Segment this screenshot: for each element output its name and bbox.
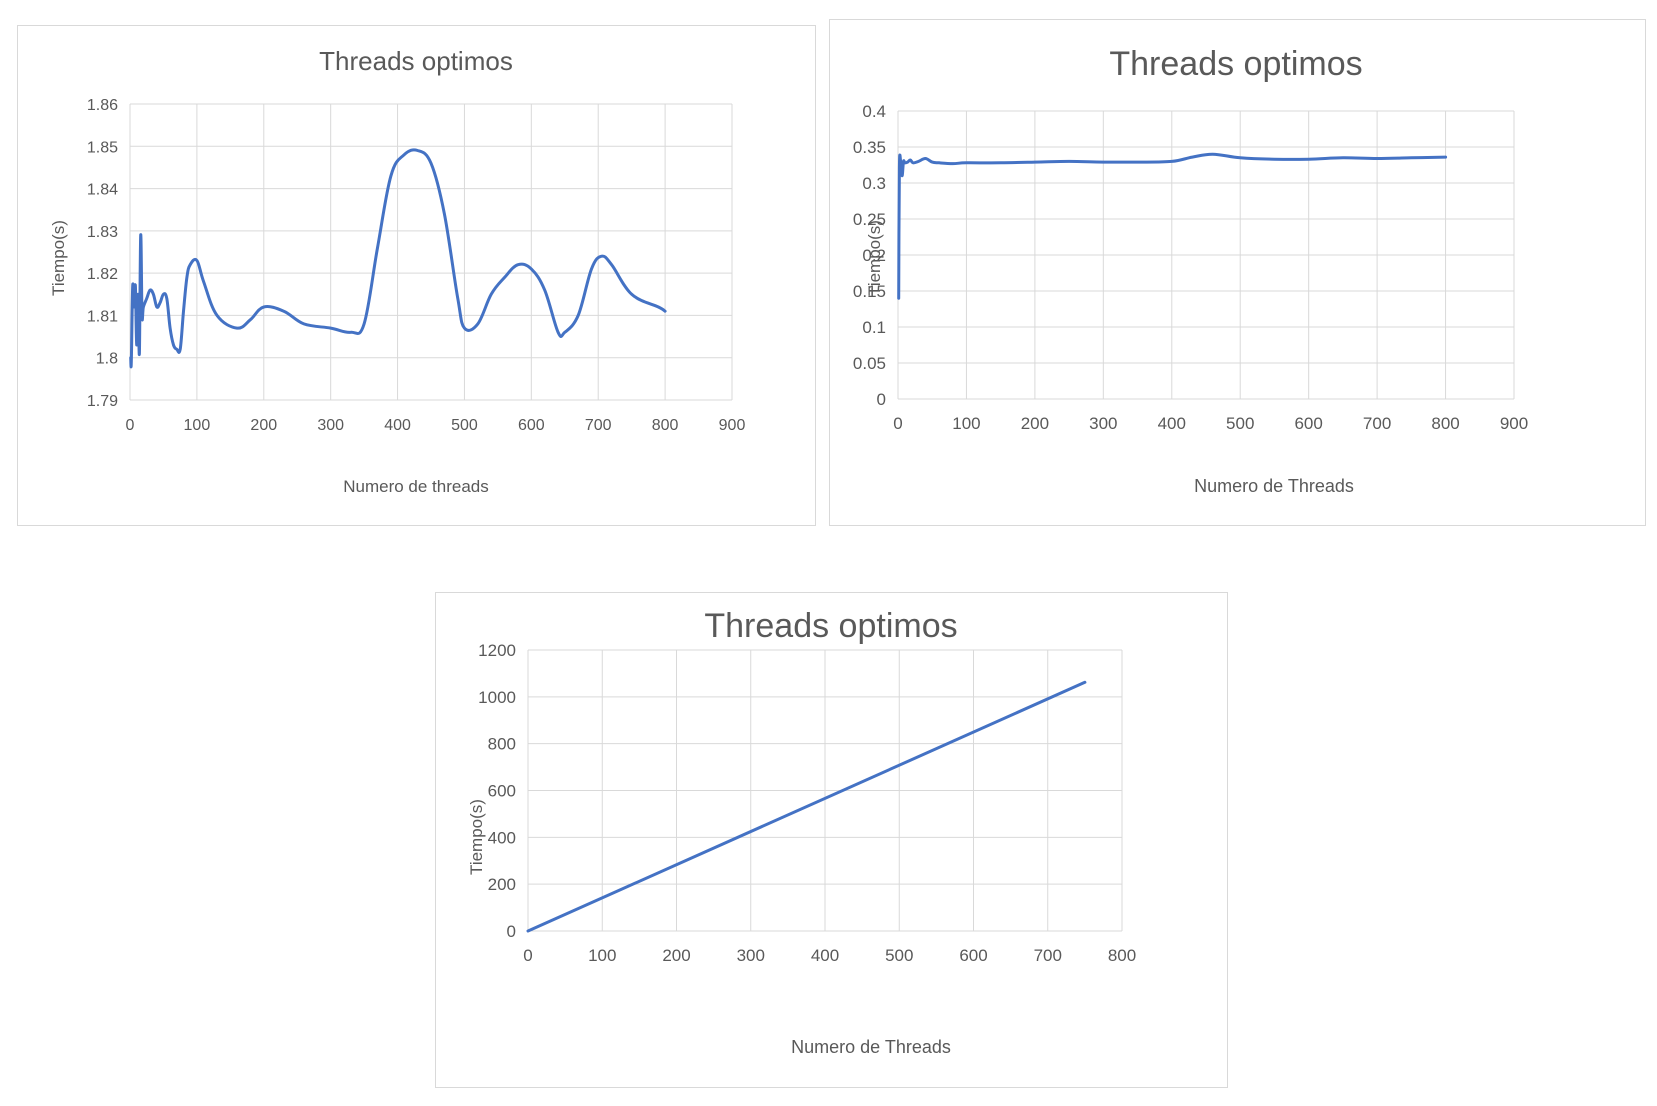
x-tick-label: 900 [719, 417, 746, 434]
x-tick-label: 100 [588, 946, 616, 965]
x-tick-label: 200 [250, 417, 277, 434]
y-tick-label: 1200 [478, 641, 516, 660]
x-tick-label: 900 [1500, 414, 1528, 433]
y-tick-label: 1.8 [96, 351, 118, 368]
y-tick-label: 0.3 [862, 174, 886, 193]
y-tick-label: 200 [488, 875, 516, 894]
x-tick-label: 700 [1034, 946, 1062, 965]
y-axis-label: Tiempo(s) [49, 220, 68, 296]
x-tick-label: 600 [959, 946, 987, 965]
x-tick-label: 600 [1294, 414, 1322, 433]
x-tick-label: 400 [811, 946, 839, 965]
x-axis-label: Numero de threads [343, 477, 489, 496]
x-tick-label: 400 [1158, 414, 1186, 433]
series-line [897, 152, 1448, 300]
chart-3-svg: 0 100 200 300 400 500 600 700 800 0 200 400 600 800 10… [467, 607, 1136, 1057]
x-tick-label: 100 [952, 414, 980, 433]
chart-threads-optimos-3: 0 100 200 300 400 500 600 700 800 0 200 400 600 800 10… [435, 592, 1228, 1088]
x-tick-label: 500 [451, 417, 478, 434]
chart-1-svg: 0 100 200 300 400 500 600 700 800 900 1.79 1.8 1.81 1… [49, 46, 746, 496]
chart-threads-optimos-1: 0 100 200 300 400 500 600 700 800 900 1.79 1.8 1.81 1… [17, 25, 816, 526]
y-tick-label: 0.25 [853, 210, 886, 229]
y-tick-label: 1.85 [87, 139, 118, 156]
y-tick-label: 0.1 [862, 318, 886, 337]
series-line [526, 680, 1087, 933]
series-line [129, 148, 667, 369]
y-tick-label: 1.86 [87, 97, 118, 114]
y-tick-label: 1.83 [87, 224, 118, 241]
grid [129, 103, 733, 401]
x-axis-label: Numero de Threads [791, 1037, 951, 1057]
series-layer [129, 148, 667, 369]
x-tick-label: 300 [317, 417, 344, 434]
x-tick-label: 0 [126, 417, 135, 434]
y-tick-label: 400 [488, 828, 516, 847]
y-tick-label: 800 [488, 735, 516, 754]
grid [527, 649, 1123, 932]
x-tick-label: 400 [384, 417, 411, 434]
y-tick-label: 0.15 [853, 282, 886, 301]
chart-title: Threads optimos [1109, 45, 1362, 83]
x-tick-label: 700 [585, 417, 612, 434]
x-tick-label: 300 [737, 946, 765, 965]
y-tick-label: 0.35 [853, 138, 886, 157]
y-tick-label: 0.4 [862, 102, 886, 121]
x-tick-label: 0 [523, 946, 532, 965]
y-tick-label: 1000 [478, 688, 516, 707]
chart-title: Threads optimos [704, 607, 957, 645]
y-tick-label: 0.2 [862, 246, 886, 265]
y-tick-label: 0 [877, 390, 886, 409]
x-axis-label: Numero de Threads [1194, 476, 1354, 496]
y-tick-label: 1.84 [87, 182, 118, 199]
series-layer [897, 152, 1448, 300]
y-tick-label: 1.79 [87, 393, 118, 410]
tick-labels: 0 100 200 300 400 500 600 700 800 900 0 0.05 0.1 0.15… [853, 102, 1528, 433]
y-tick-label: 1.81 [87, 308, 118, 325]
x-tick-label: 800 [1431, 414, 1459, 433]
chart-2-svg: 0 100 200 300 400 500 600 700 800 900 0 0.05 0.1 0.15… [853, 45, 1528, 496]
tick-labels: 0 100 200 300 400 500 600 700 800 900 1.79 1.8 1.81 1… [87, 97, 746, 434]
chart-title: Threads optimos [319, 46, 513, 76]
x-tick-label: 200 [1021, 414, 1049, 433]
y-tick-label: 0.05 [853, 354, 886, 373]
x-tick-label: 0 [893, 414, 902, 433]
y-tick-label: 600 [488, 782, 516, 801]
y-axis-label: Tiempo(s) [467, 799, 486, 875]
x-tick-label: 200 [662, 946, 690, 965]
y-tick-label: 1.82 [87, 266, 118, 283]
series-layer [526, 680, 1087, 933]
x-tick-label: 300 [1089, 414, 1117, 433]
x-tick-label: 800 [1108, 946, 1136, 965]
x-tick-label: 800 [652, 417, 679, 434]
y-tick-label: 0 [507, 922, 516, 941]
x-tick-label: 500 [885, 946, 913, 965]
x-tick-label: 700 [1363, 414, 1391, 433]
x-tick-label: 500 [1226, 414, 1254, 433]
chart-threads-optimos-2: 0 100 200 300 400 500 600 700 800 900 0 0.05 0.1 0.15… [829, 19, 1646, 526]
x-tick-label: 100 [184, 417, 211, 434]
x-tick-label: 600 [518, 417, 545, 434]
tick-labels: 0 100 200 300 400 500 600 700 800 0 200 400 600 800 10… [478, 641, 1136, 965]
y-axis-label: Tiempo(s) [865, 220, 884, 296]
